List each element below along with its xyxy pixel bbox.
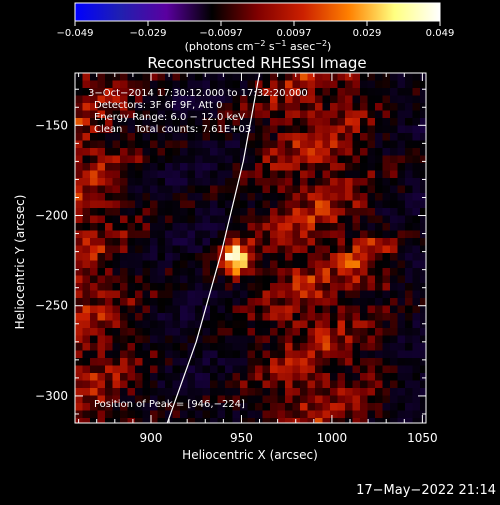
axis-ticks: 900 950 1000 1050 −150 −200 −250 −300 (35, 73, 438, 445)
colorbar-tick-label: 0.0097 (277, 28, 312, 39)
x-tick-label: 1050 (407, 431, 438, 445)
peak-position-label: Position of Peak = [946,−224] (94, 399, 245, 410)
chart-title: Reconstructed RHESSI Image (147, 54, 366, 72)
y-tick-label: −150 (35, 118, 68, 132)
solar-limb-line (166, 73, 261, 423)
clean-counts-label: Clean Total counts: 7.61E+03 (94, 124, 251, 135)
y-tick-label: −200 (35, 209, 68, 223)
colorbar-tick-label: −0.049 (56, 28, 93, 39)
x-tick-label: 900 (140, 431, 163, 445)
colorbar-units-label: (photons cm−2 s−1 asec−2) (185, 39, 332, 53)
colorbar-ticks: −0.049 −0.029 −0.0097 0.0097 0.029 0.049 (56, 21, 454, 39)
energy-range-label: Energy Range: 6.0 − 12.0 keV (94, 112, 245, 123)
plot-frame (74, 72, 427, 424)
colorbar (74, 2, 441, 22)
y-axis-label: Heliocentric Y (arcsec) (13, 195, 27, 330)
colorbar-tick-label: −0.029 (129, 28, 166, 39)
colorbar-tick-label: 0.029 (353, 28, 382, 39)
colorbar-tick-label: −0.0097 (199, 28, 242, 39)
heatmap-image (75, 73, 426, 423)
colorbar-tick-label: 0.049 (426, 28, 455, 39)
time-range-label: 3−Oct−2014 17:30:12.000 to 17:32:20.000 (88, 88, 308, 99)
footer-timestamp: 17−May−2022 21:14 (356, 483, 496, 498)
y-tick-label: −250 (35, 299, 68, 313)
annotation-block: 3−Oct−2014 17:30:12.000 to 17:32:20.000 … (88, 88, 308, 410)
detectors-label: Detectors: 3F 6F 9F, Att 0 (94, 100, 222, 111)
y-tick-label: −300 (35, 389, 68, 403)
x-axis-label: Heliocentric X (arcsec) (182, 448, 318, 462)
x-tick-label: 1000 (317, 431, 348, 445)
x-tick-label: 950 (230, 431, 253, 445)
